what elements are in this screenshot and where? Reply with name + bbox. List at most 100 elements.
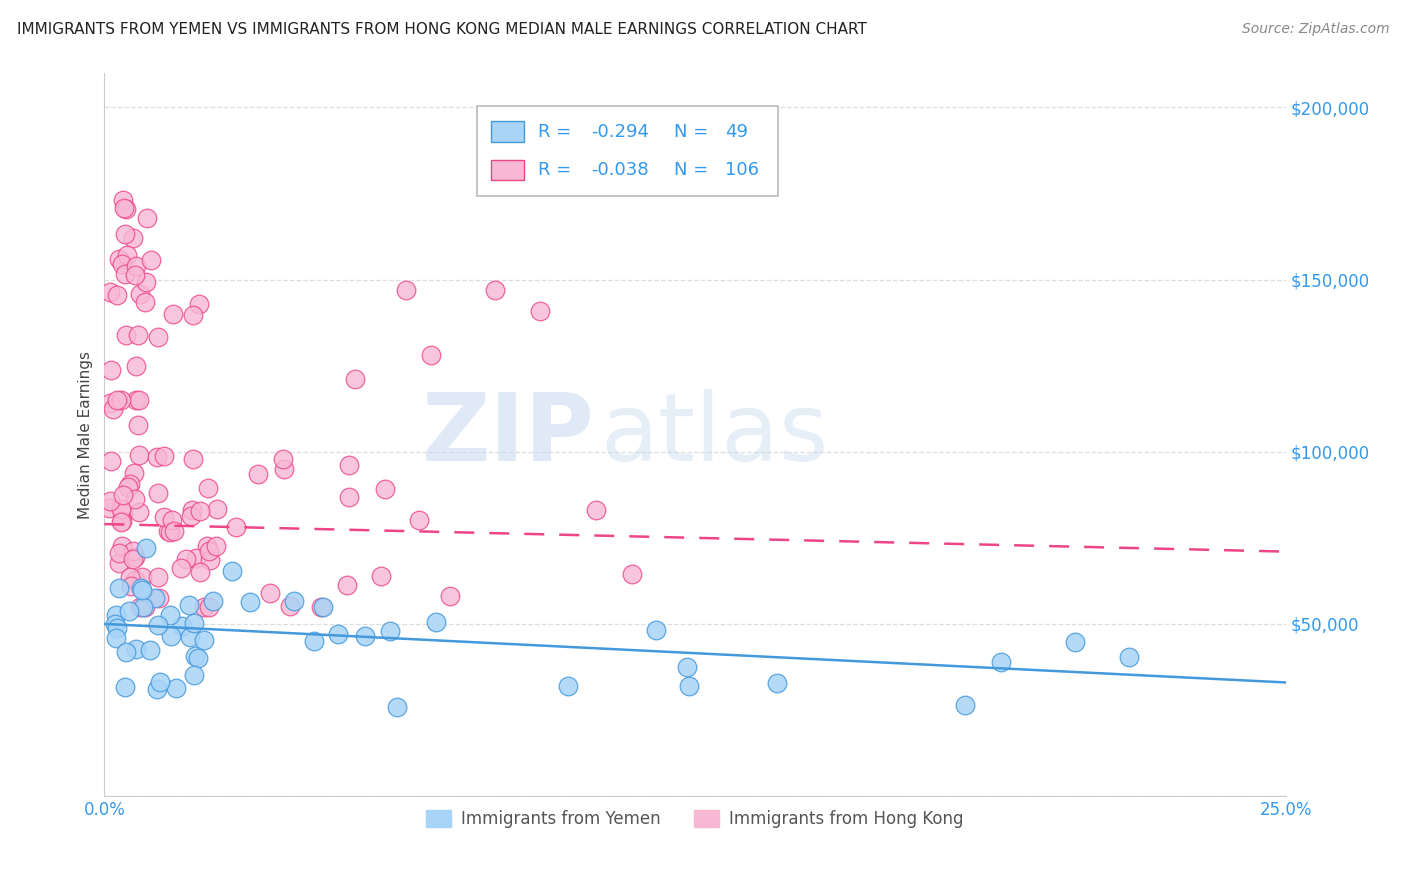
Point: [110, 393, 132, 408]
Point: [529, 304, 551, 318]
Point: [127, 328, 149, 343]
Point: [115, 645, 138, 659]
Point: [179, 630, 201, 644]
Point: [148, 330, 170, 344]
Point: [105, 287, 128, 301]
Point: [1063, 635, 1085, 649]
Point: [122, 544, 145, 558]
Point: [115, 202, 138, 216]
Point: [188, 504, 211, 518]
Point: [100, 362, 122, 376]
Point: [193, 633, 215, 648]
Point: [174, 552, 197, 566]
Point: [108, 582, 131, 596]
Text: R =: R =: [538, 161, 576, 179]
Point: [394, 284, 416, 298]
Point: [135, 211, 157, 225]
Point: [198, 543, 221, 558]
Point: [280, 599, 302, 614]
Point: [259, 585, 281, 599]
Point: [283, 594, 305, 608]
Point: [124, 549, 146, 564]
Point: [387, 699, 409, 714]
Point: [108, 546, 131, 560]
Point: [141, 253, 163, 268]
Text: 49: 49: [724, 122, 748, 141]
Point: [110, 515, 132, 529]
Point: [179, 598, 201, 612]
Point: [207, 501, 229, 516]
Point: [187, 296, 209, 310]
Point: [326, 627, 349, 641]
Legend: Immigrants from Yemen, Immigrants from Hong Kong: Immigrants from Yemen, Immigrants from H…: [420, 804, 970, 835]
Y-axis label: Median Male Earnings: Median Male Earnings: [79, 351, 93, 518]
Point: [128, 287, 150, 301]
Point: [107, 557, 129, 571]
Point: [105, 621, 128, 635]
Point: [128, 505, 150, 519]
Point: [160, 513, 183, 527]
Point: [128, 448, 150, 462]
Point: [247, 467, 270, 482]
Point: [148, 591, 170, 606]
Point: [205, 539, 228, 553]
Point: [112, 194, 135, 208]
Point: [114, 227, 136, 241]
Point: [100, 396, 122, 410]
Point: [157, 524, 180, 538]
Point: [335, 577, 357, 591]
Bar: [491, 121, 524, 142]
Point: [148, 486, 170, 500]
Point: [125, 359, 148, 373]
Point: [124, 268, 146, 282]
Point: [101, 401, 124, 416]
FancyBboxPatch shape: [477, 105, 778, 196]
Point: [180, 503, 202, 517]
Point: [163, 524, 186, 538]
Point: [193, 599, 215, 614]
Point: [100, 454, 122, 468]
Point: [131, 582, 153, 597]
Point: [112, 506, 135, 520]
Point: [676, 660, 699, 674]
Point: [273, 462, 295, 476]
Point: [337, 458, 360, 472]
Point: [111, 257, 134, 271]
Point: [110, 502, 132, 516]
Point: [419, 348, 441, 362]
Point: [111, 514, 134, 528]
Point: [170, 619, 193, 633]
Point: [125, 393, 148, 408]
Point: [143, 591, 166, 606]
Point: [125, 642, 148, 657]
Point: [180, 509, 202, 524]
Text: N =: N =: [673, 122, 714, 141]
Point: [111, 539, 134, 553]
Point: [353, 629, 375, 643]
Point: [585, 502, 607, 516]
Point: [98, 285, 121, 300]
Point: [146, 682, 169, 697]
Point: [953, 698, 976, 712]
Point: [107, 252, 129, 266]
Text: N =: N =: [673, 161, 714, 179]
Point: [115, 248, 138, 262]
Point: [149, 674, 172, 689]
Point: [1118, 650, 1140, 665]
Text: Source: ZipAtlas.com: Source: ZipAtlas.com: [1241, 22, 1389, 37]
Point: [146, 450, 169, 464]
Bar: [491, 160, 524, 180]
Point: [202, 594, 225, 608]
Point: [114, 267, 136, 281]
Point: [131, 570, 153, 584]
Point: [121, 552, 143, 566]
Point: [121, 231, 143, 245]
Point: [152, 509, 174, 524]
Point: [337, 490, 360, 504]
Point: [114, 328, 136, 343]
Point: [117, 480, 139, 494]
Point: [165, 681, 187, 695]
Point: [169, 560, 191, 574]
Point: [990, 655, 1012, 669]
Point: [124, 466, 146, 480]
